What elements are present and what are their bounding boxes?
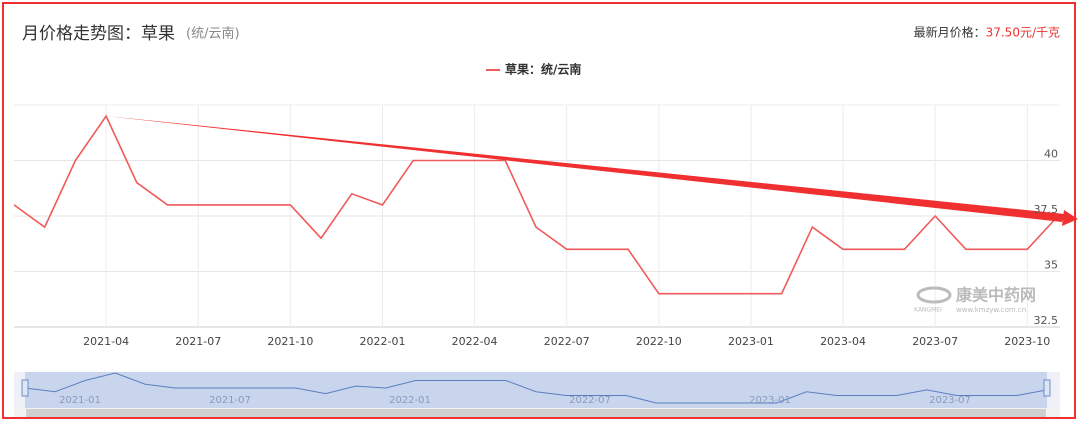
watermark-url: www.kmzyw.com.cn — [956, 306, 1026, 314]
zoom-handle[interactable] — [1043, 379, 1051, 397]
zoom-label: 2023-01 — [749, 395, 791, 406]
x-tick-label: 2021-04 — [83, 335, 129, 348]
y-tick-label: 37.5 — [1034, 203, 1059, 216]
latest-value: 37.50元/千克 — [986, 26, 1060, 40]
zoom-label: 2023-07 — [929, 395, 971, 406]
highlight-border — [2, 2, 1076, 419]
x-tick-label: 2023-04 — [820, 335, 866, 348]
x-tick-label: 2022-07 — [544, 335, 590, 348]
x-tick-label: 2021-10 — [267, 335, 313, 348]
zoom-label: 2022-01 — [389, 395, 431, 406]
title: 月价格走势图：草果 — [22, 24, 175, 44]
subtitle: (统/云南) — [186, 26, 240, 42]
zoom-handle[interactable] — [21, 379, 29, 397]
x-tick-label: 2023-10 — [1004, 335, 1050, 348]
x-tick-label: 2023-07 — [912, 335, 958, 348]
x-tick-label: 2022-01 — [359, 335, 405, 348]
scroll-thumb[interactable] — [26, 409, 1046, 417]
latest-label: 最新月价格： — [914, 25, 986, 40]
zoom-label: 2021-01 — [59, 395, 101, 406]
arrow-head — [1062, 210, 1078, 226]
y-tick-label: 32.5 — [1034, 314, 1059, 327]
x-tick-label: 2021-07 — [175, 335, 221, 348]
y-tick-label: 35 — [1044, 259, 1058, 272]
legend-label: 草果：统/云南 — [505, 62, 581, 77]
zoom-label: 2022-07 — [569, 395, 611, 406]
x-tick-label: 2023-01 — [728, 335, 774, 348]
watermark: 康美中药网 KANGMEI www.kmzyw.com.cn — [914, 286, 1036, 315]
x-tick-label: 2022-04 — [452, 335, 498, 348]
watermark-brand: KANGMEI — [914, 307, 942, 314]
y-tick-label: 40 — [1044, 148, 1058, 161]
watermark-name: 康美中药网 — [956, 286, 1036, 305]
zoom-preview-line — [24, 372, 1048, 404]
zoom-label: 2021-07 — [209, 395, 251, 406]
annotation-arrow — [106, 116, 1065, 222]
zoom-window[interactable] — [25, 372, 1047, 408]
series-line — [13, 114, 1059, 295]
logo — [916, 286, 952, 304]
x-tick-label: 2022-10 — [636, 335, 682, 348]
